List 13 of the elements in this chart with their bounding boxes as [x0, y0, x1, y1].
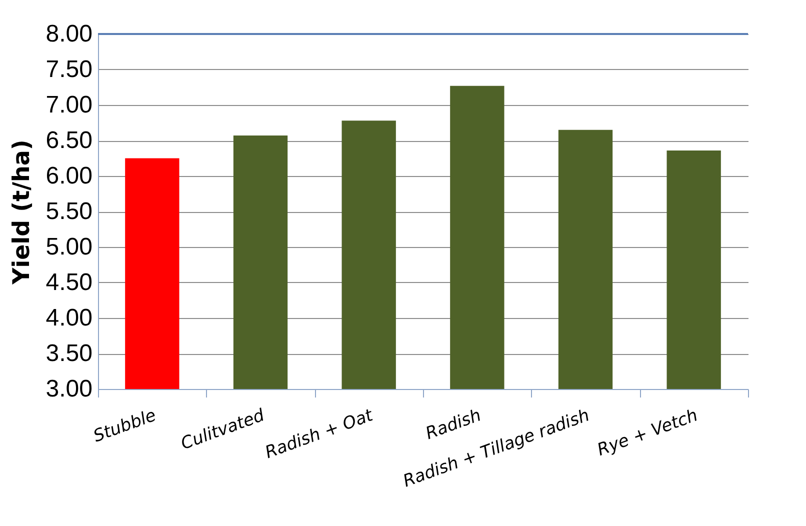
y-tick-label: 4.50 — [46, 269, 92, 296]
y-tick-label: 6.00 — [46, 162, 92, 190]
y-tick-label: 5.00 — [46, 234, 92, 260]
y-tick-label: 7.00 — [46, 92, 92, 118]
y-tick-label: 6.50 — [46, 127, 92, 154]
y-tick-label: 5.50 — [46, 198, 92, 225]
y-tick-label: 7.50 — [46, 56, 92, 83]
y-tick-label: 4.00 — [46, 304, 92, 332]
y-tick-label: 3.50 — [46, 340, 92, 367]
y-tick-label: 3.00 — [46, 376, 92, 402]
y-tick-label: 8.00 — [46, 20, 92, 48]
x-tick-label: Rye + Vetch — [594, 406, 700, 460]
y-axis-title: Yield (t/ha) — [8, 140, 35, 286]
